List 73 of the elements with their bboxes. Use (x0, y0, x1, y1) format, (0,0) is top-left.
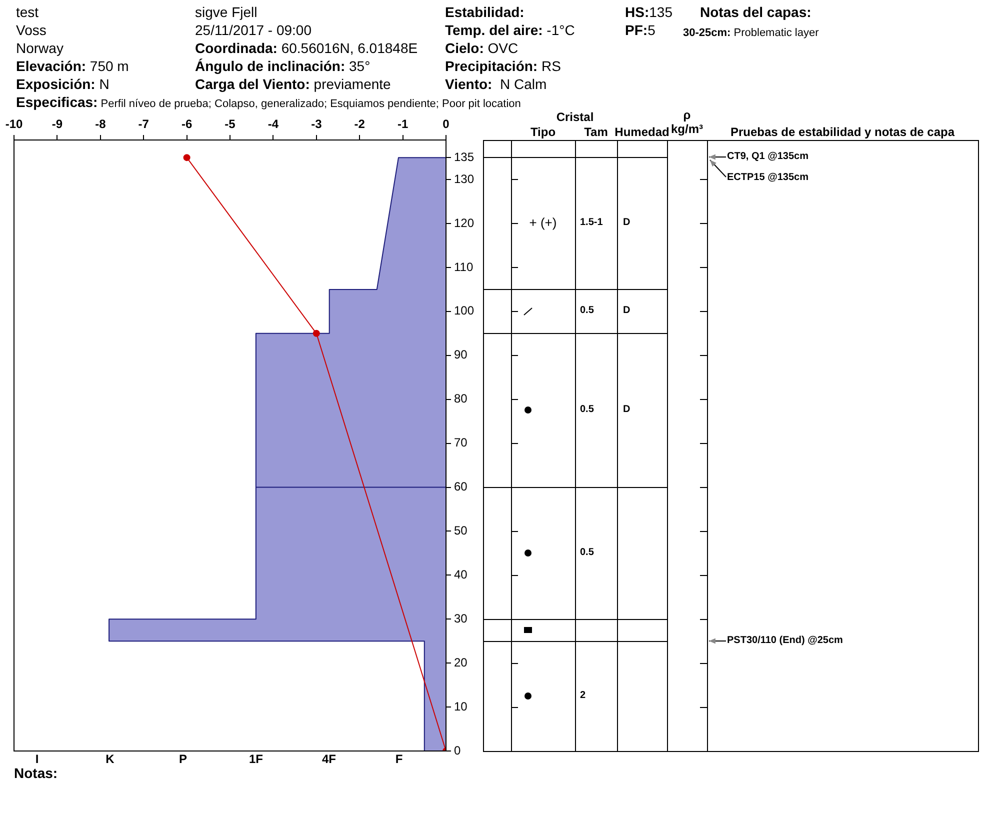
y-tick-label: 40 (454, 567, 468, 582)
text: Coordinada: 60.56016N, 6.01848E (195, 40, 418, 56)
text: Ángulo de inclinación: 35° (195, 58, 370, 74)
text: Norway (16, 40, 64, 56)
y-tick-label: 90 (454, 348, 468, 362)
category-label: Tipo (530, 125, 556, 139)
point (183, 154, 190, 162)
x-tick-label: -8 (95, 117, 106, 132)
text: Cristal (555, 109, 595, 125)
y-tick-label: 100 (454, 304, 474, 318)
y-tick-label: 20 (454, 655, 468, 670)
y-tick-label: 50 (454, 524, 468, 538)
x-tick-label: -7 (138, 117, 150, 132)
text: 0.5 (580, 403, 594, 417)
text: PST30/110 (End) @25cm (727, 634, 843, 648)
text: Precipitación: RS (445, 58, 561, 74)
x-tick-label: -4 (268, 117, 279, 132)
text: CT9, Q1 @135cm (727, 150, 808, 164)
text: Notas del capas: (700, 4, 812, 20)
category-label: ρ kg/m³ (670, 108, 703, 136)
y-tick-label: 0 (454, 743, 461, 758)
x-tick-label: -2 (354, 117, 366, 132)
y-tick-label: 120 (454, 216, 474, 230)
text: + (+) (529, 215, 557, 230)
text: ECTP15 @135cm (727, 171, 808, 185)
x-tick-label: -5 (224, 117, 236, 132)
y-tick-label: 80 (454, 392, 468, 406)
text: K (104, 752, 116, 766)
text: 25/11/2017 - 09:00 (195, 22, 312, 38)
x-tick-label: -6 (181, 117, 192, 132)
text: D (623, 403, 630, 417)
text: Carga del Viento: previamente (195, 76, 391, 92)
text: Cielo: OVC (445, 40, 518, 56)
y-tick-label: 60 (454, 480, 468, 494)
text: 1F (248, 752, 264, 766)
text: sigve Fjell (195, 4, 258, 20)
text: Viento: N Calm (445, 76, 547, 92)
x-tick-label: -10 (5, 117, 23, 132)
y-tick-label: 30 (454, 611, 468, 626)
text: HS:135 (625, 4, 672, 20)
x-tick-label: -3 (311, 117, 322, 132)
category-label: Humedad (614, 125, 670, 139)
y-tick-label: 110 (454, 260, 474, 274)
text: Notas: (14, 765, 58, 781)
text: Temp. del aire: -1°C (445, 22, 575, 38)
text: F (394, 752, 404, 766)
y-tick-label: 10 (454, 699, 468, 714)
y-tick-label: 135 (454, 150, 474, 164)
category-label: Tam (584, 125, 608, 139)
text: 0.5 (580, 304, 594, 318)
text: 4F (320, 752, 337, 766)
text: D (623, 304, 630, 318)
x-tick-label: -9 (52, 117, 63, 132)
text: 0.5 (580, 546, 594, 560)
text: Especificas: Perfil níveo de prueba; Colapso, generalizado; Esquiamos pendiente; Poor pit location (16, 94, 521, 110)
text: PF:5 (625, 22, 656, 38)
text: 2 (580, 689, 586, 703)
text: 1.5-1 (580, 216, 603, 230)
text: D (623, 216, 630, 230)
text: P (178, 752, 188, 766)
category-label: Pruebas de estabilidad y notas de capa (730, 125, 955, 139)
x-tick-label: 0 (442, 117, 450, 132)
x-tick-label: -1 (397, 117, 408, 132)
y-tick-label: 70 (454, 436, 468, 450)
text: Estabilidad: (445, 4, 524, 20)
text: Exposición: N (16, 76, 110, 92)
text: test (16, 4, 39, 20)
text: Elevación: 750 m (16, 58, 129, 74)
point (312, 330, 320, 337)
y-tick-label: 130 (454, 172, 474, 186)
text: I (34, 752, 40, 766)
text: 30-25cm: Problematic layer (683, 27, 819, 39)
text: Voss (16, 22, 46, 38)
